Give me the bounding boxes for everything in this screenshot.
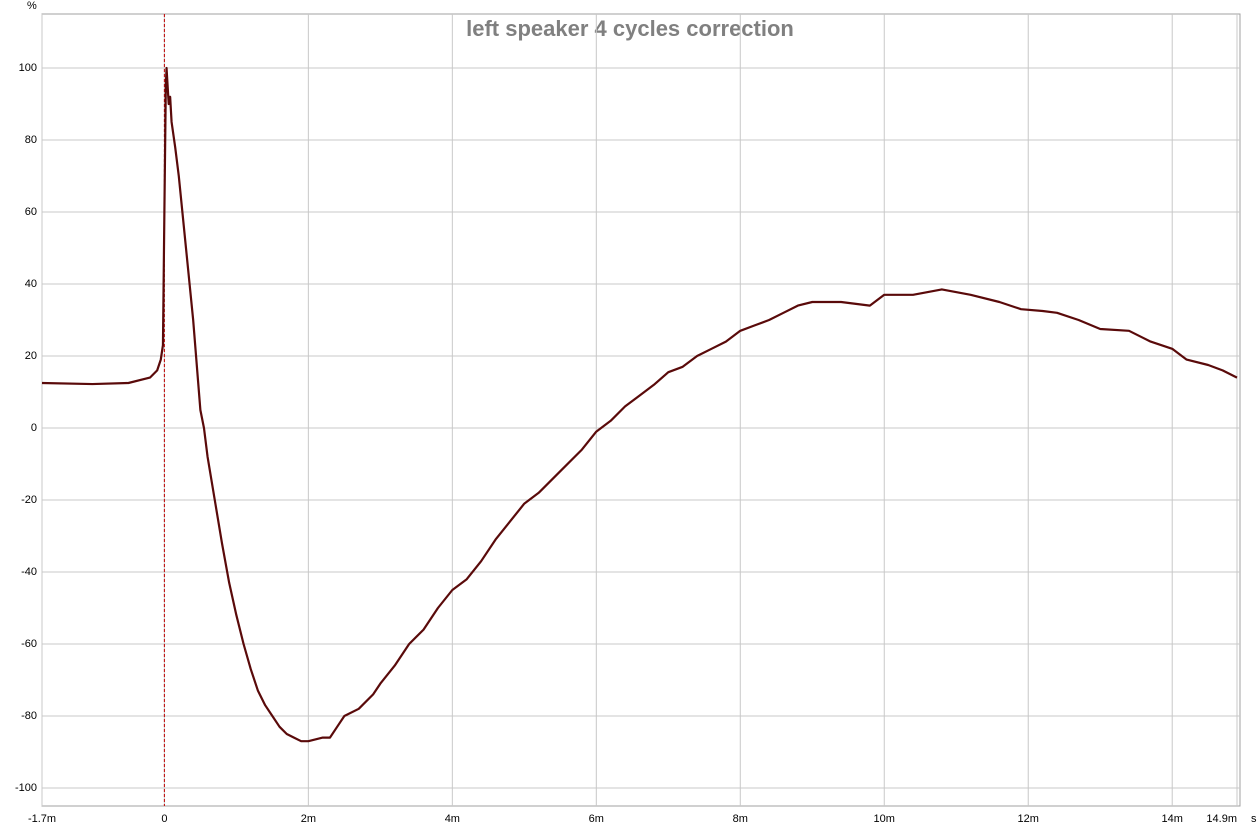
y-tick-label: -60	[21, 638, 37, 650]
chart-title: left speaker 4 cycles correction	[466, 16, 794, 41]
y-tick-label: 100	[19, 62, 37, 74]
x-tick-label: 14.9m	[1206, 813, 1237, 825]
y-unit: %	[27, 0, 37, 12]
x-unit: s	[1251, 813, 1257, 825]
x-tick-label: 14m	[1162, 813, 1183, 825]
x-tick-label: 8m	[733, 813, 748, 825]
y-tick-label: 20	[25, 350, 37, 362]
y-tick-label: 60	[25, 206, 37, 218]
x-tick-label: 2m	[301, 813, 316, 825]
y-tick-label: 40	[25, 278, 37, 290]
y-tick-label: 80	[25, 134, 37, 146]
y-tick-label: -80	[21, 710, 37, 722]
x-tick-label: 12m	[1018, 813, 1039, 825]
x-tick-label: 0	[161, 813, 167, 825]
y-tick-label: 0	[31, 422, 37, 434]
y-tick-label: -100	[15, 782, 37, 794]
x-tick-label: 6m	[589, 813, 604, 825]
x-tick-label: 10m	[874, 813, 895, 825]
data-line	[41, 66, 1238, 743]
y-tick-label: -20	[21, 494, 37, 506]
y-tick-label: -40	[21, 566, 37, 578]
x-tick-label: 4m	[445, 813, 460, 825]
x-tick-label: -1.7m	[28, 813, 56, 825]
plot-area	[41, 13, 1241, 807]
